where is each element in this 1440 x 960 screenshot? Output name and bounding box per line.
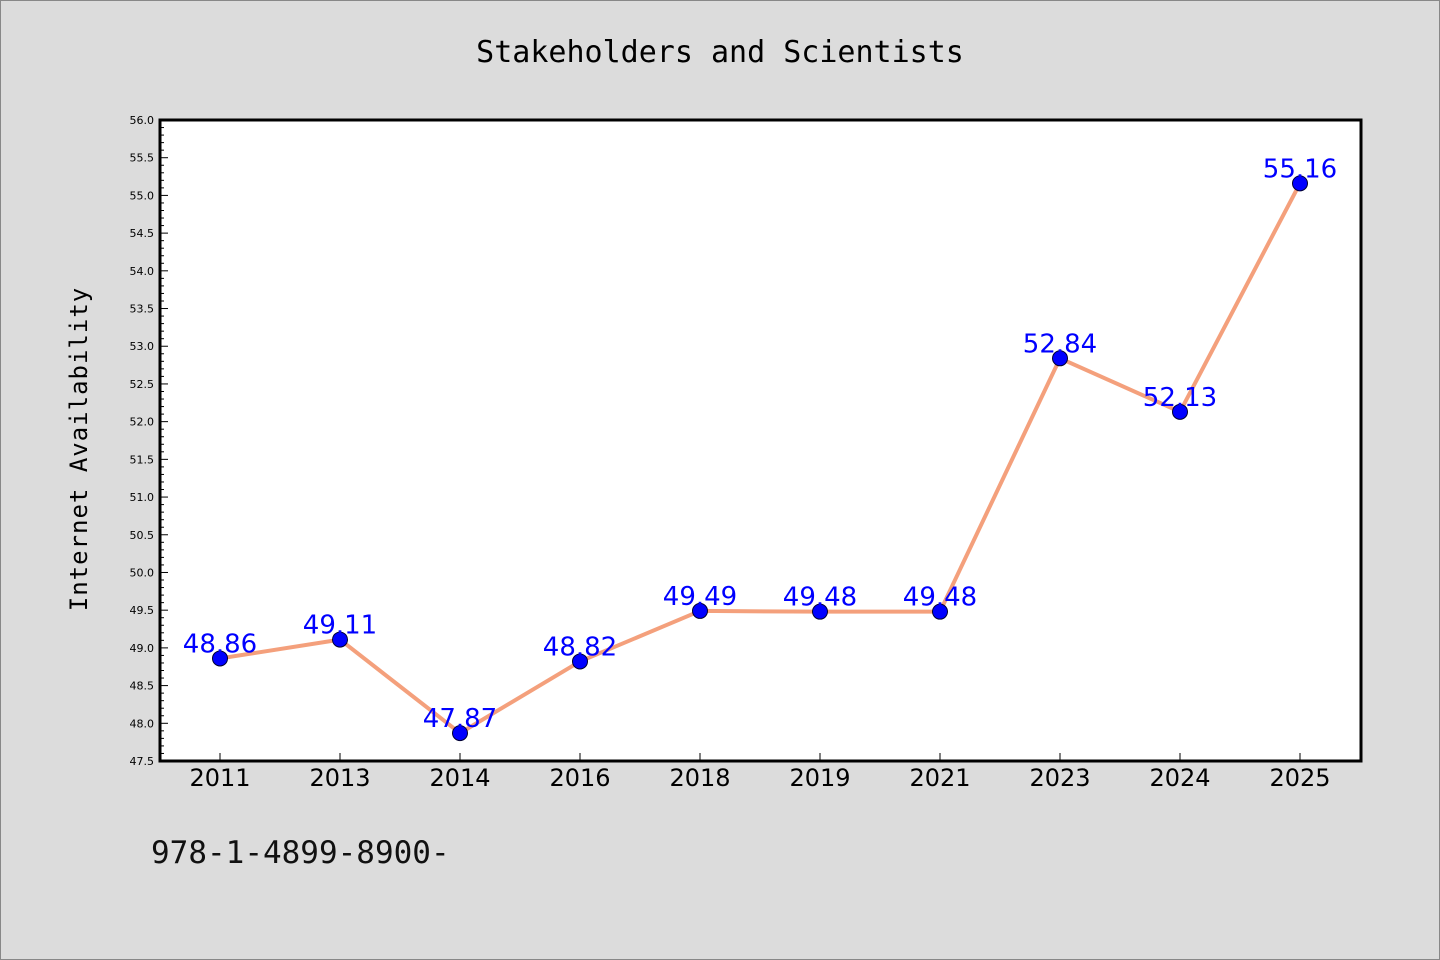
plot-area [160,120,1361,761]
x-tick-label: 2025 [1269,764,1330,792]
data-label: 52.13 [1143,383,1217,413]
y-tick-label: 55.0 [130,189,155,202]
y-tick-label: 50.0 [130,566,155,579]
x-tick-label: 2013 [309,764,370,792]
data-label: 48.82 [543,632,617,662]
data-point [1292,175,1308,192]
y-tick-label: 54.0 [130,265,155,278]
x-tick-label: 2011 [189,764,250,792]
data-label: 49.49 [663,582,737,612]
data-label: 52.84 [1023,329,1097,359]
y-tick-label: 52.5 [130,378,155,391]
data-point [812,603,828,620]
data-label: 49.48 [783,583,857,613]
x-tick-label: 2019 [789,764,850,792]
y-tick-label: 50.5 [130,529,155,542]
y-tick-label: 47.5 [130,755,155,768]
x-tick-label: 2023 [1029,764,1090,792]
data-point [452,725,468,742]
data-label: 55.16 [1263,154,1337,184]
data-point [932,603,948,620]
y-tick-label: 56.0 [130,114,155,127]
y-tick-label: 48.5 [130,680,155,693]
data-label: 49.11 [303,611,377,641]
y-tick-label: 55.5 [130,152,155,165]
y-tick-label: 49.5 [130,604,155,617]
x-tick-label: 2021 [909,764,970,792]
plot-frame [158,118,1363,763]
y-tick-label: 54.5 [130,227,155,240]
data-point [1172,403,1188,420]
y-tick-label: 48.0 [130,717,155,730]
data-label: 48.86 [183,629,257,659]
chart-title: Stakeholders and Scientists [476,35,964,70]
data-label: 49.48 [903,583,977,613]
data-point [332,631,348,648]
x-tick-label: 2014 [429,764,490,792]
y-tick-label: 53.0 [130,340,155,353]
data-label: 47.87 [423,704,497,734]
data-point [572,653,588,670]
x-tick-label: 2024 [1149,764,1210,792]
y-tick-label: 52.0 [130,416,155,429]
x-tick-label: 2018 [669,764,730,792]
data-point [692,602,708,619]
data-point [1052,350,1068,367]
series-line [218,181,1302,736]
x-tick-label: 2016 [549,764,610,792]
y-tick-label: 51.5 [130,453,155,466]
y-tick-label: 51.0 [130,491,155,504]
y-tick-label: 49.0 [130,642,155,655]
footnote-text: 978-1-4899-8900- [151,835,450,871]
y-tick-label: 53.5 [130,303,155,316]
data-point [212,650,228,667]
